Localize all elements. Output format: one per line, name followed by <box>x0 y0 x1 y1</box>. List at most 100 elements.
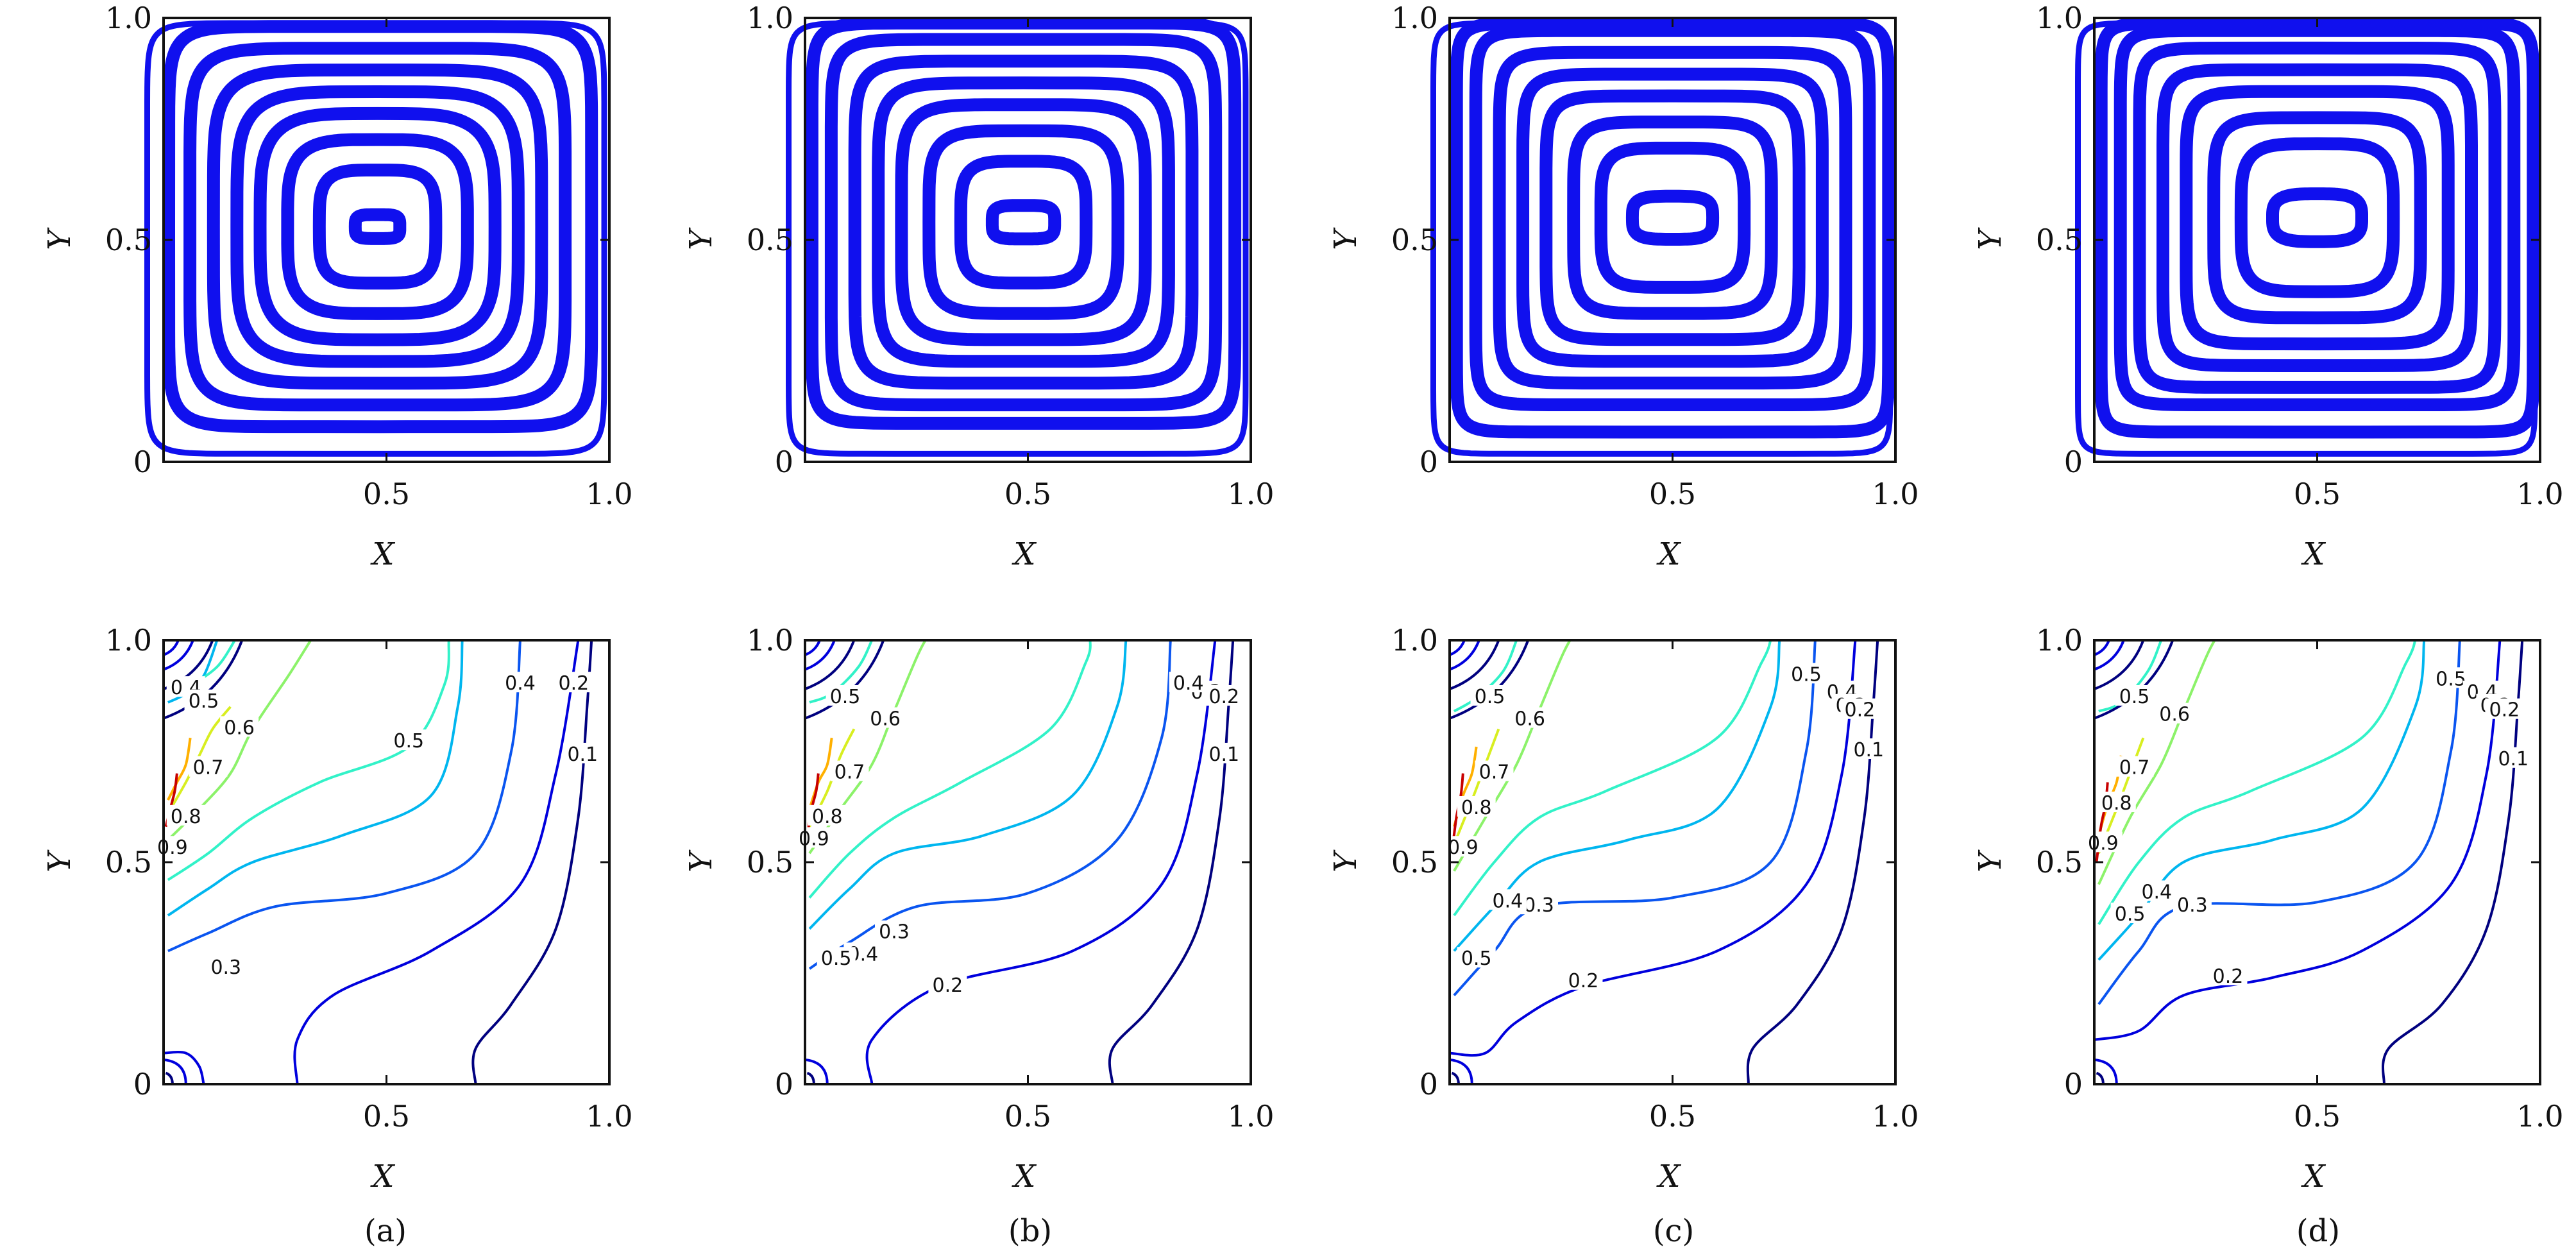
contour-line <box>808 737 833 810</box>
contour-label-bg <box>1205 742 1244 763</box>
x-axis-label: X <box>2300 1159 2326 1194</box>
streamline <box>2157 63 2478 372</box>
streamline-plot-(c): 0.5 1.0 0 0.5 1.0 X Y <box>1328 1 1919 572</box>
plot-frame-contour-1 <box>804 639 1252 1085</box>
contour-label: 0.2 <box>1568 970 1599 992</box>
contour-label-bg <box>1488 889 1527 910</box>
panel-label-c: (c) <box>1653 1213 1694 1249</box>
y-axis-label: Y <box>42 849 78 872</box>
y-axis-label: Y <box>683 227 719 250</box>
contour-label-bg <box>1457 795 1496 817</box>
streamline <box>2075 20 2538 457</box>
contour-line <box>808 640 1128 930</box>
contour-label: 0.5 <box>189 690 219 713</box>
contour-label-bg <box>2155 702 2194 724</box>
contour-label: 0.5 <box>1475 686 1505 708</box>
x-tick-label: 0.5 <box>2294 477 2341 511</box>
y-tick-label: 0 <box>775 1067 793 1101</box>
contour-label-bg <box>1470 684 1509 706</box>
streamline <box>805 17 1242 430</box>
contour-line <box>2094 1058 2118 1085</box>
x-tick-label: 1.0 <box>1227 477 1274 511</box>
contour-label-bg <box>2173 894 2212 915</box>
panel-label-a: (a) <box>364 1213 407 1249</box>
x-tick-label: 0.5 <box>1649 477 1696 511</box>
contour-line <box>2097 640 2461 1005</box>
contour-label-bg <box>501 672 539 693</box>
y-axis-label: Y <box>1328 849 1364 872</box>
contour-label-bg <box>817 947 856 968</box>
contour-line <box>806 1071 815 1085</box>
y-tick-label: 1.0 <box>747 623 793 658</box>
y-tick-label: 0 <box>1419 445 1438 479</box>
contour-label: 0.1 <box>567 744 598 766</box>
contour-plot-(d): 0.10.20.30.40.50.60.70.80.90.50.50.40.30… <box>1972 623 2564 1194</box>
x-axis-label: X <box>369 536 395 572</box>
streamline <box>922 124 1124 320</box>
y-axis-label: Y <box>42 227 78 250</box>
streamline <box>144 20 607 457</box>
x-axis-label: X <box>1011 536 1037 572</box>
contour-line <box>2094 640 2110 656</box>
contour-label-bg <box>866 707 905 728</box>
contour-label-bg <box>2097 792 2136 813</box>
contour-label-bg <box>389 729 428 751</box>
contour-label: 0.4 <box>505 672 536 695</box>
streamline-plot-(a): 0.5 1.0 0 0.5 1.0 X Y <box>42 1 633 572</box>
streamline <box>207 64 548 390</box>
y-axis-label: Y <box>1328 227 1364 250</box>
contour-label: 0.6 <box>1514 708 1545 731</box>
contour-label: 0.9 <box>799 828 829 850</box>
x-axis-label: X <box>369 1159 395 1194</box>
contour-label-bg <box>826 684 865 706</box>
contour-label: 0.6 <box>224 717 255 739</box>
contour-line <box>1108 640 1235 1085</box>
streamline <box>895 98 1152 346</box>
contour-label: 0.5 <box>1791 663 1822 686</box>
contour-label-bg <box>875 920 913 941</box>
contour-label: 0.2 <box>559 672 589 695</box>
contour-label: 0.5 <box>830 686 861 708</box>
contour-line <box>804 640 856 690</box>
contour-label-bg <box>830 760 869 781</box>
contour-label: 0.8 <box>171 806 201 828</box>
panel-label-d: (d) <box>2296 1213 2340 1249</box>
contour-label: 0.5 <box>2115 903 2146 926</box>
contour-line <box>1453 640 1772 917</box>
contour-line <box>2096 1071 2105 1085</box>
contour-label: 0.1 <box>1853 739 1884 761</box>
contour-label-bg <box>794 827 833 848</box>
x-tick-label: 1.0 <box>586 1099 632 1134</box>
streamline <box>162 20 598 434</box>
contour-label: 0.8 <box>2101 792 2132 815</box>
contour-line <box>293 640 580 1085</box>
contour-label-bg <box>2115 684 2154 706</box>
y-axis-label: Y <box>683 849 719 872</box>
contour-label-bg <box>2494 747 2533 768</box>
y-tick-label: 0 <box>133 445 152 479</box>
contour-line <box>804 640 821 656</box>
contour-label: 0.7 <box>2119 757 2150 779</box>
contour-label-bg <box>1511 707 1550 728</box>
x-tick-label: 0.5 <box>1004 1099 1051 1134</box>
y-axis-label: Y <box>1972 849 2008 872</box>
contour-line <box>167 640 521 953</box>
contour-plot-(b): 0.10.20.30.40.50.60.70.80.90.50.30.40.20… <box>683 623 1275 1194</box>
contour-line <box>808 640 1172 970</box>
streamline <box>2234 137 2400 298</box>
contour-label: 0.2 <box>2213 965 2244 988</box>
contour-line <box>1453 728 1500 846</box>
contour-label-bg <box>554 672 593 693</box>
streamline <box>1469 24 1876 411</box>
y-tick-label: 0.5 <box>1391 223 1438 257</box>
contour-label-bg <box>928 973 967 994</box>
y-tick-label: 0.5 <box>747 223 793 257</box>
x-tick-label: 0.5 <box>1004 477 1051 511</box>
contour-line <box>163 1058 187 1085</box>
contour-line <box>167 706 232 814</box>
panel-label-b: (b) <box>1008 1213 1052 1249</box>
contour-label-bg <box>220 716 259 737</box>
contour-label: 0.4 <box>2141 881 2172 903</box>
x-tick-label: 1.0 <box>1872 477 1919 511</box>
